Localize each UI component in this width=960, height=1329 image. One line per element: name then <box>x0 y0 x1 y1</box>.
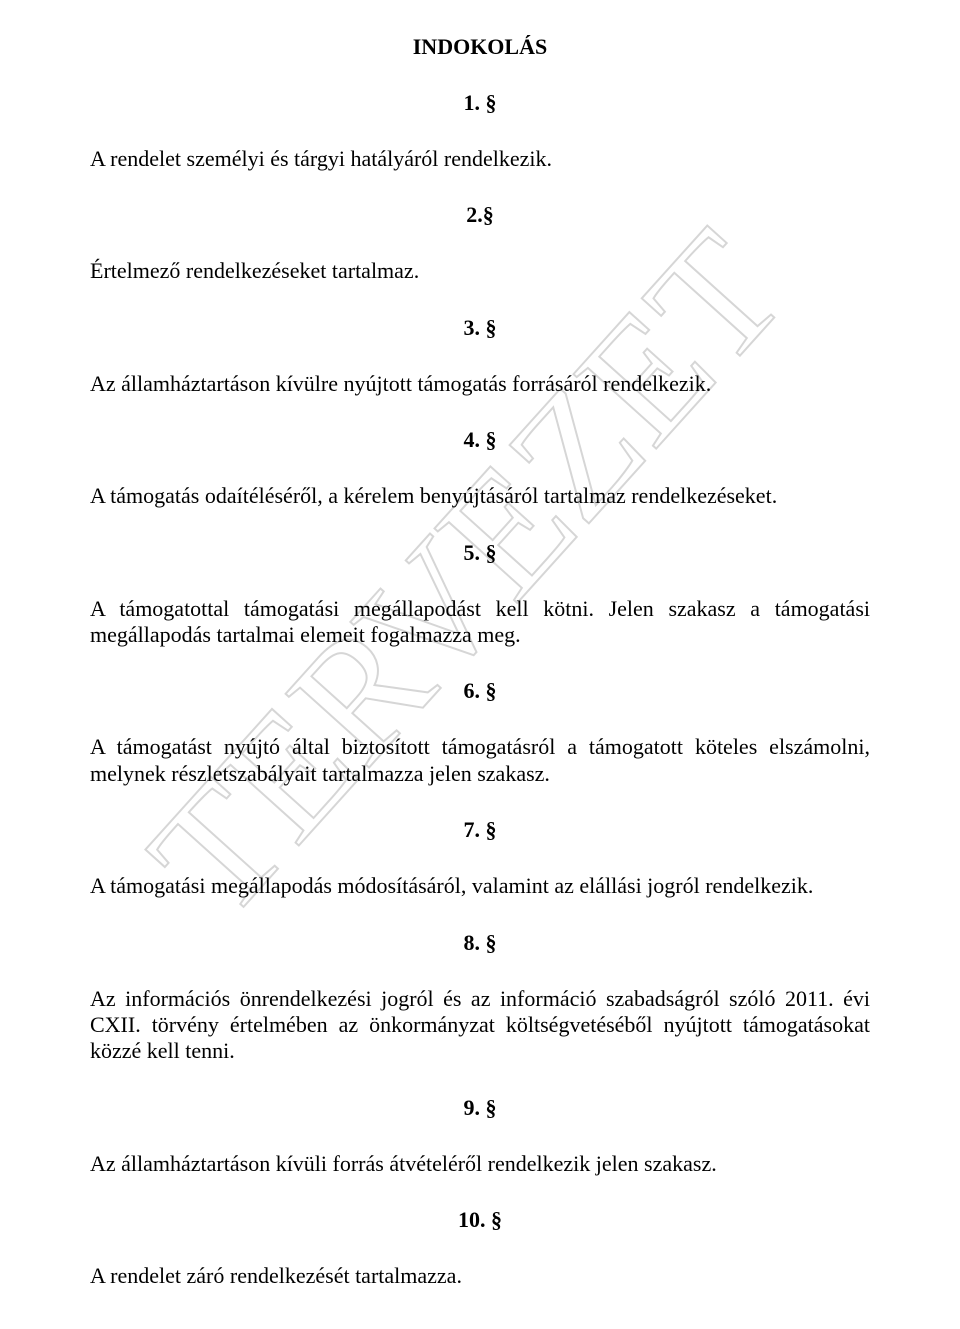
section-num-1: 1. § <box>90 90 870 116</box>
section-text-1: A rendelet személyi és tárgyi hatályáról… <box>90 146 870 172</box>
section-text-7: A támogatási megállapodás módosításáról,… <box>90 873 870 899</box>
section-num-7: 7. § <box>90 817 870 843</box>
section-num-8: 8. § <box>90 930 870 956</box>
section-text-4: A támogatás odaítéléséről, a kérelem ben… <box>90 483 870 509</box>
section-num-5: 5. § <box>90 540 870 566</box>
section-text-3: Az államháztartáson kívülre nyújtott tám… <box>90 371 870 397</box>
section-num-6: 6. § <box>90 678 870 704</box>
section-text-6: A támogatást nyújtó által biztosított tá… <box>90 734 870 787</box>
section-num-9: 9. § <box>90 1095 870 1121</box>
document-page: INDOKOLÁS 1. § A rendelet személyi és tá… <box>0 0 960 1329</box>
section-num-4: 4. § <box>90 427 870 453</box>
section-num-3: 3. § <box>90 315 870 341</box>
section-text-10: A rendelet záró rendelkezését tartalmazz… <box>90 1263 870 1289</box>
section-text-8: Az információs önrendelkezési jogról és … <box>90 986 870 1065</box>
section-text-2: Értelmező rendelkezéseket tartalmaz. <box>90 258 870 284</box>
section-text-9: Az államháztartáson kívüli forrás átvéte… <box>90 1151 870 1177</box>
section-text-5: A támogatottal támogatási megállapodást … <box>90 596 870 649</box>
page-title: INDOKOLÁS <box>90 34 870 60</box>
section-num-10: 10. § <box>90 1207 870 1233</box>
section-num-2: 2.§ <box>90 202 870 228</box>
